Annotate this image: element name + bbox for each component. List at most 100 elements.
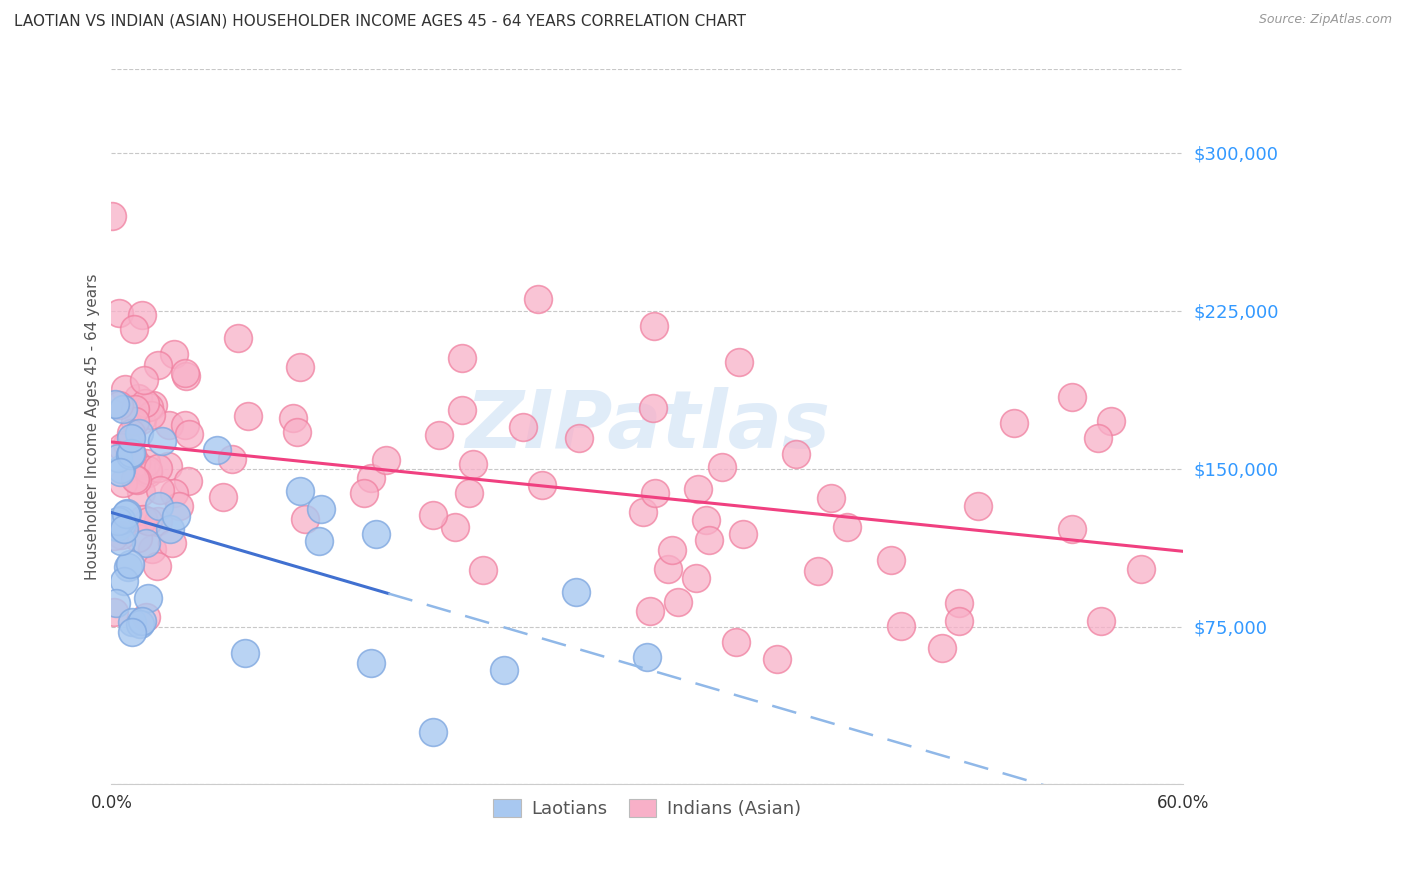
Point <box>132 373 155 387</box>
Point <box>105 520 128 534</box>
Point <box>107 306 129 320</box>
Point <box>360 470 382 484</box>
Point <box>1129 562 1152 576</box>
Point <box>115 508 138 522</box>
Point <box>173 418 195 433</box>
Point <box>120 446 142 460</box>
Point <box>135 536 157 550</box>
Point <box>146 358 169 372</box>
Point <box>127 392 149 406</box>
Point <box>695 513 717 527</box>
Point <box>136 514 159 528</box>
Point <box>157 417 180 432</box>
Point <box>149 483 172 497</box>
Point <box>697 533 720 548</box>
Point <box>290 359 312 374</box>
Point <box>1060 390 1083 404</box>
Point <box>150 434 173 449</box>
Point <box>135 456 157 470</box>
Point <box>101 209 124 223</box>
Point <box>125 473 148 487</box>
Point <box>103 605 125 619</box>
Point <box>643 319 665 334</box>
Point <box>727 355 749 369</box>
Point <box>450 402 472 417</box>
Point <box>177 427 200 442</box>
Point <box>110 528 132 542</box>
Point <box>138 591 160 605</box>
Point <box>657 562 679 576</box>
Point <box>931 640 953 655</box>
Point <box>233 646 256 660</box>
Point <box>148 499 170 513</box>
Point <box>375 453 398 467</box>
Point <box>120 425 142 440</box>
Point <box>636 650 658 665</box>
Point <box>226 331 249 345</box>
Point <box>111 516 134 530</box>
Point <box>124 472 146 486</box>
Point <box>163 486 186 500</box>
Point <box>174 366 197 380</box>
Point <box>128 616 150 631</box>
Point <box>967 499 990 513</box>
Point <box>141 541 163 556</box>
Point <box>162 346 184 360</box>
Point <box>422 724 444 739</box>
Point <box>139 408 162 422</box>
Point <box>568 431 591 445</box>
Point <box>641 401 664 416</box>
Point <box>711 459 734 474</box>
Point <box>290 484 312 499</box>
Point <box>108 398 131 412</box>
Point <box>283 410 305 425</box>
Point <box>527 292 550 306</box>
Point <box>138 401 160 415</box>
Point <box>132 511 155 525</box>
Point <box>360 656 382 670</box>
Point <box>427 427 450 442</box>
Point <box>948 596 970 610</box>
Point <box>1060 522 1083 536</box>
Point <box>142 398 165 412</box>
Point <box>1002 417 1025 431</box>
Point <box>115 506 138 520</box>
Point <box>128 425 150 440</box>
Point <box>129 484 152 499</box>
Point <box>129 413 152 427</box>
Point <box>765 652 787 666</box>
Point <box>114 382 136 396</box>
Point <box>110 513 132 527</box>
Point <box>631 505 654 519</box>
Point <box>733 526 755 541</box>
Point <box>117 559 139 574</box>
Point <box>134 396 156 410</box>
Point <box>686 482 709 496</box>
Point <box>353 485 375 500</box>
Point <box>1087 431 1109 445</box>
Point <box>221 452 243 467</box>
Point <box>135 610 157 624</box>
Point <box>112 402 135 417</box>
Point <box>471 563 494 577</box>
Point <box>309 502 332 516</box>
Point <box>136 462 159 476</box>
Point <box>807 564 830 578</box>
Point <box>638 604 661 618</box>
Point <box>122 322 145 336</box>
Point <box>110 465 132 479</box>
Point <box>165 508 187 523</box>
Point <box>443 520 465 534</box>
Point <box>422 508 444 522</box>
Point <box>948 614 970 628</box>
Point <box>294 511 316 525</box>
Point <box>103 528 125 542</box>
Point <box>890 618 912 632</box>
Point <box>104 397 127 411</box>
Point <box>124 414 146 428</box>
Point <box>118 449 141 463</box>
Point <box>110 534 132 549</box>
Point <box>121 625 143 640</box>
Point <box>127 531 149 545</box>
Point <box>104 596 127 610</box>
